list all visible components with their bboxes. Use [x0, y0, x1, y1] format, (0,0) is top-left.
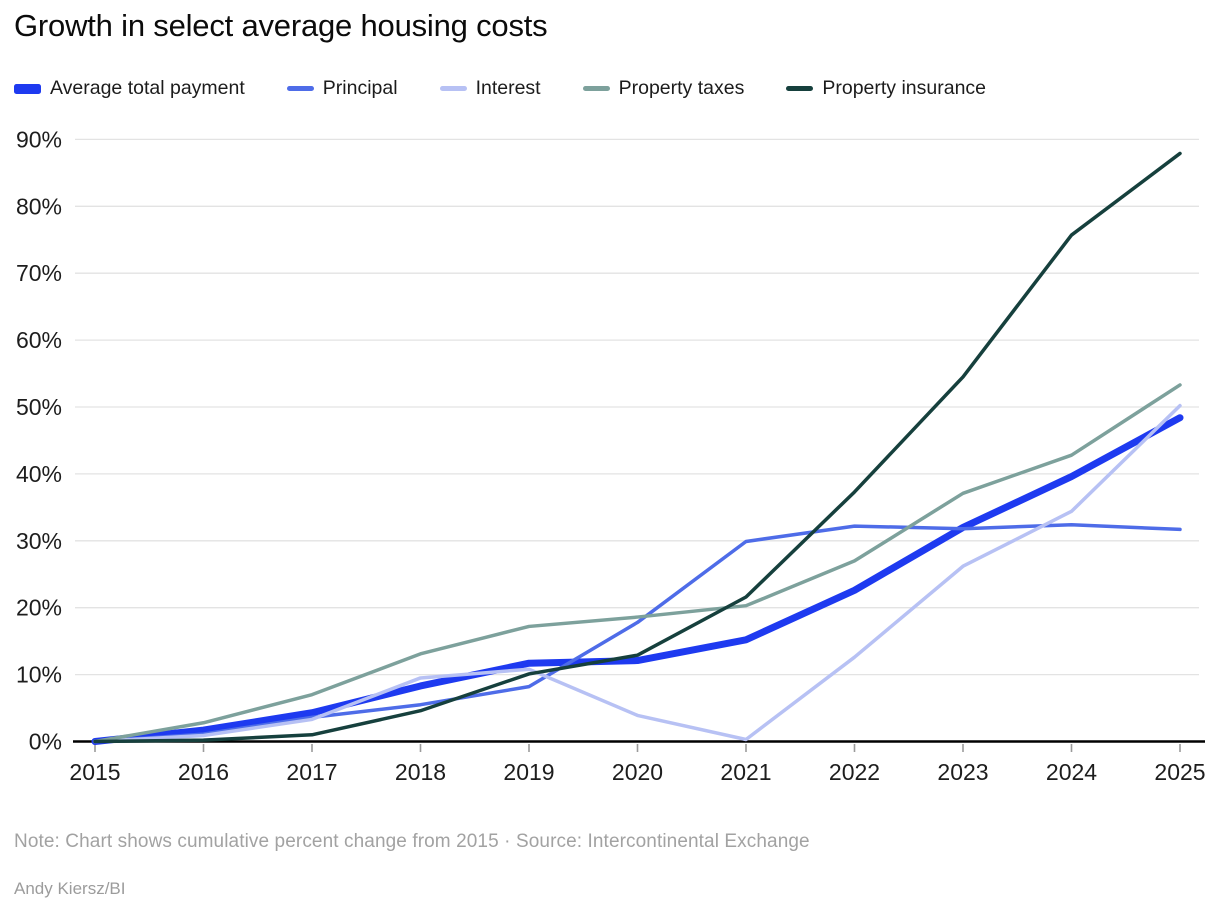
y-axis-label-90: 90% — [16, 126, 62, 152]
legend-label-property-insurance: Property insurance — [822, 77, 987, 99]
data-lines — [91, 151, 1184, 745]
x-axis-label-2018: 2018 — [395, 759, 446, 785]
y-axis-label-60: 60% — [16, 327, 62, 353]
legend-swatch-interest — [439, 86, 467, 91]
y-axis-label-50: 50% — [16, 394, 62, 420]
x-axis-label-2024: 2024 — [1046, 759, 1097, 785]
chart-title: Growth in select average housing costs — [14, 8, 548, 43]
series-line-property-insurance — [93, 151, 1182, 744]
legend-swatch-principal — [286, 86, 314, 91]
x-axis-label-2017: 2017 — [286, 759, 337, 785]
x-axis-label-2015: 2015 — [69, 759, 120, 785]
x-axis-label-2025: 2025 — [1154, 759, 1205, 785]
source-note: Note: Chart shows cumulative percent cha… — [14, 831, 810, 852]
y-axis-label-10: 10% — [16, 662, 62, 688]
legend-item-average-total-payment: Average total payment — [14, 77, 245, 100]
series-line-property-taxes — [93, 383, 1182, 744]
legend: Average total payment Principal Interest Pr… — [14, 77, 986, 100]
legend-swatch-average-total-payment — [14, 83, 41, 94]
y-axis-labels: 0% 10% 20% 30% 40% 50% 60% 70% 80% 90% — [16, 126, 62, 754]
legend-label-property-taxes: Property taxes — [618, 77, 745, 99]
x-axis-labels: 2015 2016 2017 2018 2019 2020 2021 2022 2023 2024… — [69, 759, 1205, 785]
y-axis-label-80: 80% — [16, 193, 62, 219]
x-axis-ticks — [94, 744, 1181, 752]
legend-item-property-insurance: Property insurance — [786, 77, 986, 100]
legend-swatch-property-insurance — [786, 86, 814, 91]
series-line-principal — [93, 522, 1182, 744]
x-axis-label-2022: 2022 — [829, 759, 880, 785]
y-axis-label-0: 0% — [29, 729, 62, 755]
byline: Andy Kiersz/BI — [14, 879, 126, 898]
x-axis-label-2020: 2020 — [612, 759, 663, 785]
x-axis-label-2016: 2016 — [178, 759, 229, 785]
legend-item-principal: Principal — [286, 77, 398, 100]
x-axis-label-2021: 2021 — [720, 759, 771, 785]
legend-label-average-total-payment: Average total payment — [50, 77, 245, 99]
legend-swatch-property-taxes — [582, 86, 610, 91]
legend-item-interest: Interest — [439, 77, 541, 100]
gridlines — [75, 138, 1199, 676]
legend-item-property-taxes: Property taxes — [582, 77, 745, 100]
y-axis-label-30: 30% — [16, 528, 62, 554]
y-axis-label-70: 70% — [16, 260, 62, 286]
legend-label-interest: Interest — [475, 77, 541, 99]
series-line-interest — [93, 403, 1182, 744]
x-axis-label-2023: 2023 — [937, 759, 988, 785]
series-line-average-total-payment — [91, 414, 1184, 745]
x-axis-label-2019: 2019 — [503, 759, 554, 785]
y-axis-label-20: 20% — [16, 595, 62, 621]
y-axis-label-40: 40% — [16, 461, 62, 487]
legend-label-principal: Principal — [322, 77, 398, 99]
